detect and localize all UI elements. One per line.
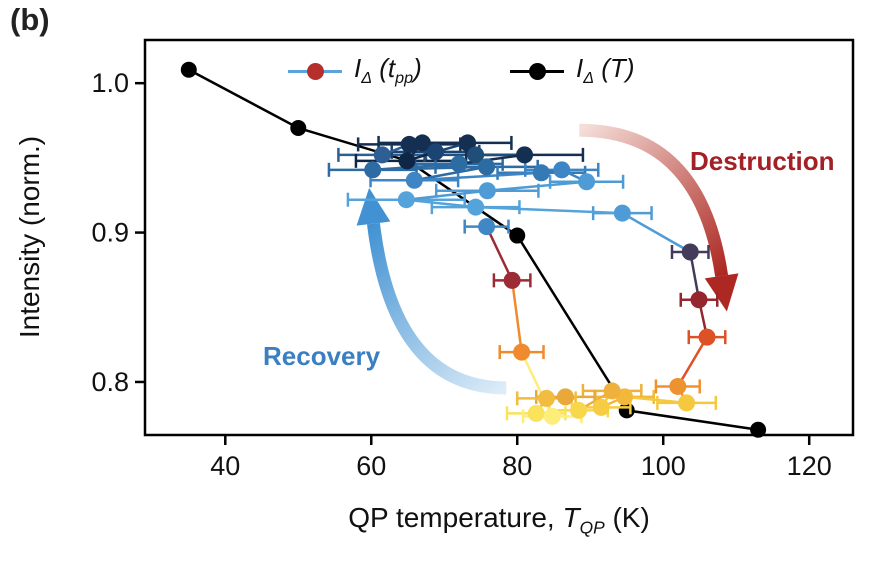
series-tpp-point	[450, 155, 468, 173]
annotation-destruction: Destruction	[690, 146, 835, 176]
series-tpp-point	[478, 182, 496, 200]
destruction-arrow-head	[704, 273, 739, 312]
series-tpp-point	[467, 198, 485, 216]
legend-label: IΔ (tpp)	[354, 53, 422, 88]
series-tpp-point	[698, 328, 716, 346]
x-axis-label-prefix: QP temperature,	[348, 502, 563, 533]
destruction-arrow	[579, 123, 729, 277]
series-tpp-segment	[372, 165, 487, 172]
series-tpp-segment	[621, 212, 691, 254]
legend-swatch-series-tpp	[288, 62, 342, 80]
series-tpp-segment	[624, 395, 687, 405]
series-tpp-segment	[510, 280, 523, 353]
y-axis-label: Intensity (norm.)	[14, 135, 45, 339]
x-axis-label: QP temperature, TQP (K)	[348, 502, 650, 539]
series-tpp-point	[405, 171, 423, 189]
x-tick-label: 80	[502, 451, 532, 481]
series-tpp-point	[578, 173, 596, 191]
legend-item-series-T: IΔ (T)	[510, 53, 635, 88]
y-tick-label: 0.9	[91, 218, 129, 248]
series-T-point	[750, 421, 767, 438]
series-tpp-segment	[406, 189, 488, 201]
series-tpp-point	[426, 143, 444, 161]
x-axis-label-symbol: T	[562, 502, 580, 533]
series-tpp-point	[690, 291, 708, 309]
series-tpp-point	[532, 164, 550, 182]
series-tpp-point	[570, 401, 588, 419]
series-tpp-point	[543, 407, 561, 425]
series-T-point	[290, 119, 307, 136]
series-tpp-point	[678, 394, 696, 412]
legend-swatch-series-T	[510, 62, 564, 80]
legend-item-series-tpp: IΔ (tpp)	[288, 53, 422, 88]
series-tpp-point	[613, 204, 631, 222]
series-tpp-point	[516, 146, 534, 164]
x-tick-label: 100	[641, 451, 686, 481]
series-tpp-point	[669, 377, 687, 395]
plot-frame	[143, 38, 855, 437]
series-tpp-segment	[676, 336, 709, 388]
series-tpp-segment	[487, 180, 587, 192]
x-axis-label-symbol-sub: QP	[579, 517, 605, 538]
series-tpp-point	[397, 191, 415, 209]
x-axis-label-suffix: (K)	[604, 502, 650, 533]
series-tpp-point	[553, 161, 571, 179]
series-T-line	[188, 68, 759, 432]
series-tpp-segment	[406, 198, 476, 209]
series-tpp-point	[413, 134, 431, 152]
series-tpp-point	[467, 146, 485, 164]
y-tick-label: 0.8	[91, 367, 129, 397]
series-tpp-point	[537, 389, 555, 407]
series-tpp-point	[527, 404, 545, 422]
series-tpp-segment	[485, 226, 514, 281]
x-tick-label: 60	[356, 451, 386, 481]
y-tick-label: 1.0	[91, 68, 129, 98]
legend-marker-dot	[307, 63, 324, 80]
panel-label: (b)	[10, 2, 50, 37]
annotation-recovery: Recovery	[263, 341, 381, 371]
series-tpp-point	[603, 382, 621, 400]
series-tpp-point	[513, 343, 531, 361]
series-tpp-point	[364, 161, 382, 179]
series-tpp-point	[478, 218, 496, 236]
recovery-arrow	[367, 222, 507, 395]
legend-label: IΔ (T)	[576, 53, 635, 88]
series-tpp-point	[400, 135, 418, 153]
series-tpp-segment	[414, 165, 487, 182]
series-tpp-point	[398, 152, 416, 170]
x-tick-label: 120	[787, 451, 832, 481]
series-tpp-point	[478, 158, 496, 176]
recovery-arrow-head	[356, 187, 391, 226]
series-tpp-point	[592, 398, 610, 416]
series-tpp-segment	[475, 205, 623, 215]
series-tpp-point	[373, 146, 391, 164]
series-T-point	[180, 61, 197, 78]
legend-marker-dot	[529, 63, 546, 80]
series-tpp-segment	[414, 171, 542, 182]
x-tick-label: 40	[210, 451, 240, 481]
series-tpp-point	[556, 388, 574, 406]
series-tpp-point	[459, 134, 477, 152]
series-tpp-segment	[458, 153, 525, 166]
series-tpp-point	[503, 271, 521, 289]
series-tpp-point	[681, 243, 699, 261]
series-T-point	[509, 227, 526, 244]
